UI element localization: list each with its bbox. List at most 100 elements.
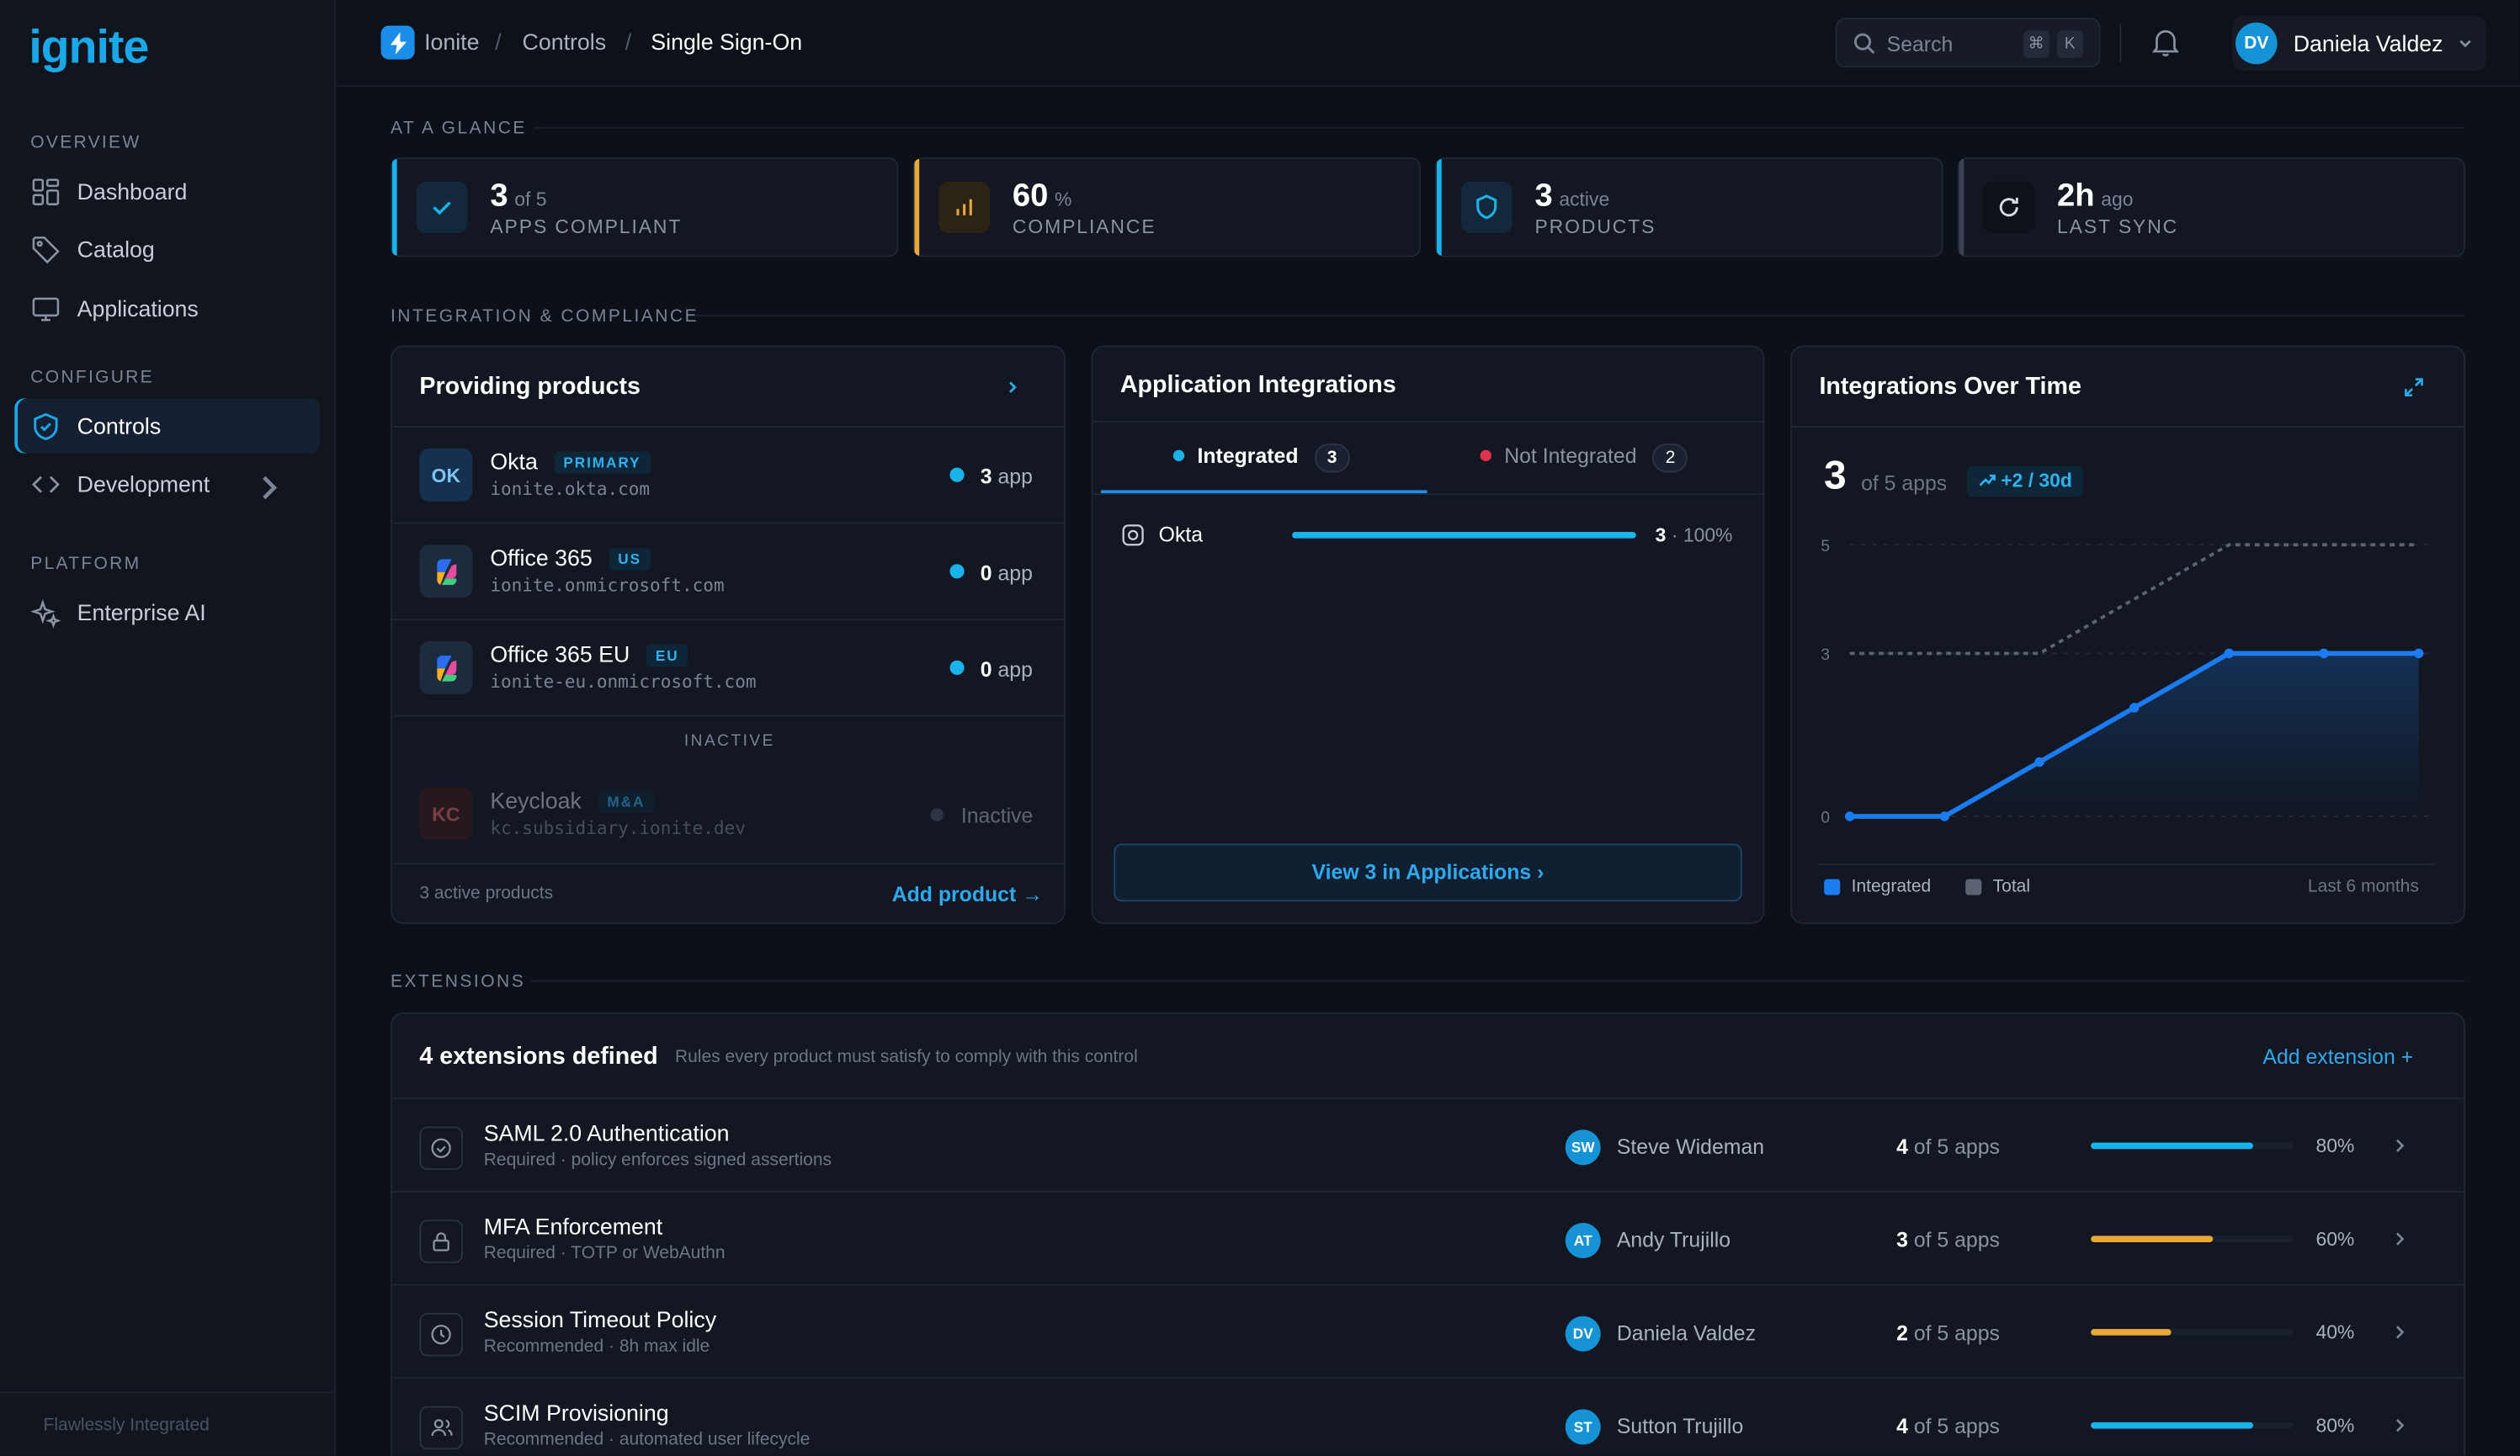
sidebar-item-label: Controls xyxy=(77,412,162,439)
divider xyxy=(391,863,1065,865)
sidebar-item-dashboard[interactable]: Dashboard xyxy=(14,164,320,219)
data-point xyxy=(2224,648,2235,659)
divider xyxy=(2119,24,2122,63)
panel-title: Application Integrations xyxy=(1119,371,1396,399)
tab-not-integrated[interactable]: Not Integrated 2 xyxy=(1480,443,1688,473)
stat-label: APPS COMPLIANT xyxy=(490,215,683,238)
code-icon xyxy=(31,475,60,492)
search-input[interactable]: Search ⌘ K xyxy=(1835,18,2101,68)
extension-apps: 2 of 5 apps xyxy=(1896,1320,2000,1346)
section-label-glance: AT A GLANCE xyxy=(390,119,527,139)
tag-icon xyxy=(32,236,60,263)
bar-chart-icon xyxy=(938,181,991,233)
data-point xyxy=(2034,757,2044,768)
extension-apps: 3 of 5 apps xyxy=(1896,1227,2000,1252)
shortcut-key: K xyxy=(2057,30,2083,58)
extension-row[interactable]: SAML 2.0 Authentication Required · polic… xyxy=(391,1097,2464,1191)
metric-sub: of 5 apps xyxy=(1861,470,1948,496)
clock-icon xyxy=(419,1312,463,1357)
search-icon xyxy=(1853,33,1875,55)
integrations-over-time-panel: Integrations Over Time 3 of 5 apps +2 / … xyxy=(1790,345,2466,924)
bell-icon[interactable] xyxy=(2151,27,2179,56)
extension-percent: 40% xyxy=(2315,1320,2355,1344)
tab-indicator xyxy=(1100,490,1427,494)
chevron-right-icon[interactable] xyxy=(1004,380,1020,396)
sidebar-item-label: Development xyxy=(77,470,210,497)
chevron-right-icon xyxy=(2395,1232,2405,1246)
user-menu[interactable]: DV Daniela Valdez xyxy=(2232,16,2486,72)
nav-section-configure: CONFIGURE xyxy=(30,368,154,388)
extension-percent: 60% xyxy=(2315,1227,2355,1251)
product-name[interactable]: Office 365 EU EU xyxy=(490,641,689,667)
expand-icon[interactable] xyxy=(2404,378,2423,397)
nav-section-overview: OVERVIEW xyxy=(30,133,141,153)
avatar: SW xyxy=(1565,1129,1601,1166)
status-badge: M&A xyxy=(597,790,655,814)
accent-bar xyxy=(391,159,397,256)
divider xyxy=(391,522,1065,524)
inactive-label: INACTIVE xyxy=(683,732,775,751)
section-label-extensions: EXTENSIONS xyxy=(390,972,526,992)
product-name[interactable]: Okta PRIMARY xyxy=(490,449,651,475)
grid-icon xyxy=(32,178,60,205)
sidebar-item-catalog[interactable]: Catalog xyxy=(14,221,320,276)
section-label-integration: INTEGRATION & COMPLIANCE xyxy=(390,306,699,327)
ionite-icon[interactable] xyxy=(380,25,415,60)
extension-name: SAML 2.0 Authentication xyxy=(483,1119,730,1146)
brand-logo[interactable]: ignite xyxy=(29,22,149,74)
breadcrumb-controls[interactable]: Controls xyxy=(522,29,607,55)
sidebar-item-applications[interactable]: Applications xyxy=(14,281,320,336)
status-dot xyxy=(949,564,965,579)
extension-row[interactable]: MFA Enforcement Required · TOTP or WebAu… xyxy=(391,1190,2464,1284)
legend-swatch-total xyxy=(1965,879,1982,895)
integration-count: 3 · 100% xyxy=(1655,523,1733,547)
app-count: 0 app xyxy=(980,561,1033,586)
extension-name: MFA Enforcement xyxy=(483,1213,663,1240)
add-extension-button[interactable]: Add extension + xyxy=(2262,1044,2414,1069)
tab-integrated[interactable]: Integrated 3 xyxy=(1172,443,1350,473)
progress-fill xyxy=(2091,1235,2213,1242)
stat-card-compliance: 60% COMPLIANCE xyxy=(912,157,1421,258)
sidebar-item-label: Dashboard xyxy=(77,178,188,205)
progress-fill xyxy=(2091,1421,2253,1429)
breadcrumb-root[interactable]: Ionite xyxy=(424,29,480,55)
legend-integrated: Integrated xyxy=(1851,877,1932,897)
keycloak-logo: KC xyxy=(419,787,473,841)
users-icon xyxy=(419,1406,463,1450)
breadcrumb-separator: / xyxy=(625,29,632,55)
panel-title: Integrations Over Time xyxy=(1819,372,2081,401)
extension-percent: 80% xyxy=(2315,1414,2355,1437)
divider xyxy=(694,315,2466,317)
add-product-button[interactable]: Add product → xyxy=(891,882,1043,906)
providing-products-panel: Providing products OK Okta PRIMARY ionite… xyxy=(390,345,1066,924)
data-point xyxy=(1939,811,1950,821)
divider xyxy=(391,715,1065,717)
divider xyxy=(530,980,2466,982)
sidebar-item-enterprise-ai[interactable]: Enterprise AI xyxy=(14,585,320,640)
extension-row[interactable]: SCIM Provisioning Recommended · automate… xyxy=(391,1377,2464,1456)
integration-name[interactable]: Okta xyxy=(1158,522,1204,547)
progress-track xyxy=(2091,1142,2294,1150)
chevron-right-icon xyxy=(2395,1419,2405,1432)
status-dot xyxy=(930,808,944,821)
view-in-applications-button[interactable]: View 3 in Applications › xyxy=(1114,843,1742,902)
sidebar-item-controls[interactable]: Controls xyxy=(14,398,320,454)
divider xyxy=(1093,493,1763,496)
extension-row[interactable]: Session Timeout Policy Recommended · 8h … xyxy=(391,1283,2464,1378)
sidebar-item-development[interactable]: Development xyxy=(14,456,320,511)
legend-swatch-integrated xyxy=(1824,879,1841,895)
products-footer: 3 active products xyxy=(419,884,554,904)
progress-track xyxy=(2091,1329,2294,1336)
product-name[interactable]: Office 365 US xyxy=(490,545,651,571)
product-name: Keycloak M&A xyxy=(490,788,655,814)
chevron-right-icon xyxy=(2395,1139,2405,1153)
lock-icon xyxy=(419,1220,463,1263)
extension-percent: 80% xyxy=(2315,1135,2355,1157)
okta-logo: OK xyxy=(419,448,473,502)
panel-title: Providing products xyxy=(419,372,641,401)
sidebar-item-label: Enterprise AI xyxy=(77,599,206,625)
extension-desc: Required · TOTP or WebAuthn xyxy=(483,1243,726,1263)
avatar: DV xyxy=(2235,22,2278,65)
line-chart: 5 3 0 xyxy=(1817,538,2435,866)
divider xyxy=(391,619,1065,621)
